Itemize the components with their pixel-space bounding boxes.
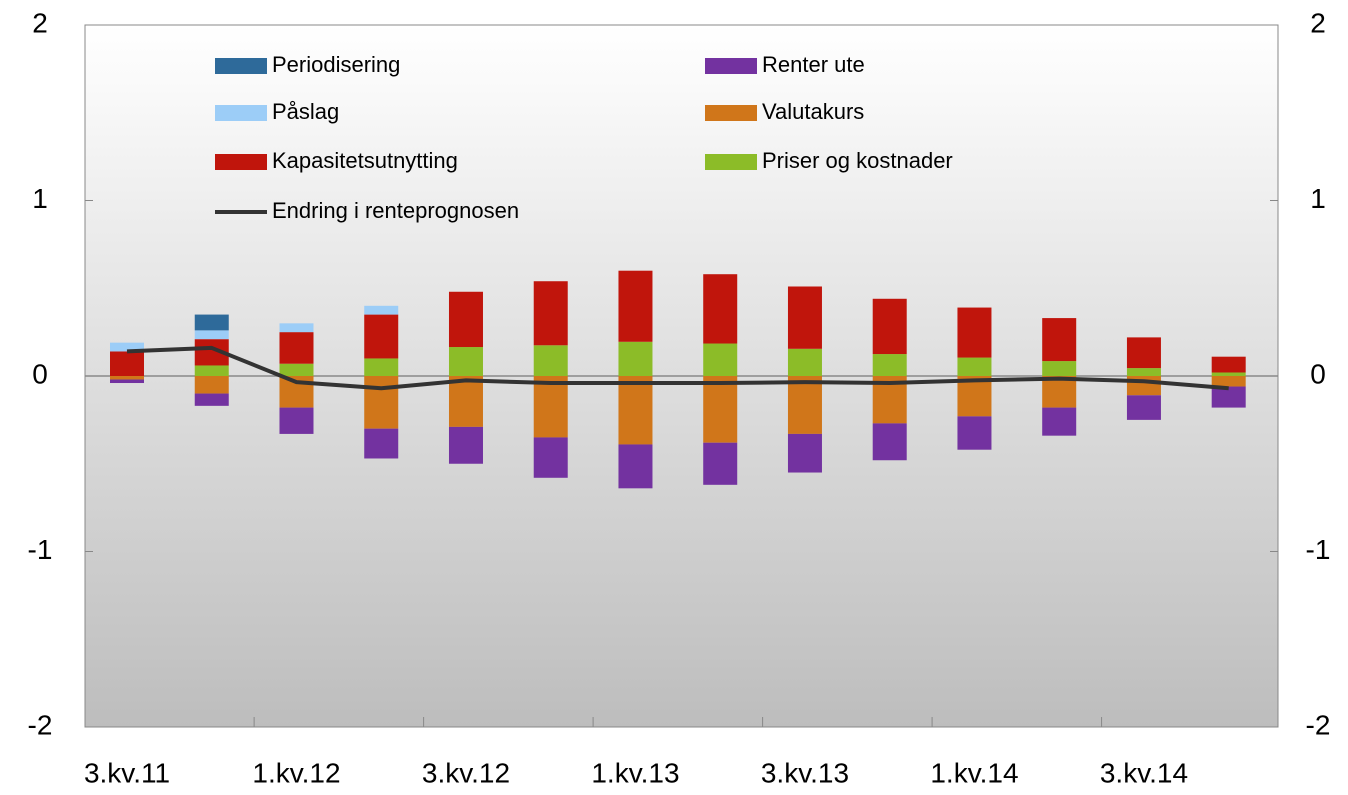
bar [872,298,907,355]
bar [279,363,314,376]
bar [110,379,144,384]
bar [110,351,144,376]
bar [872,423,907,461]
bar [1211,376,1246,387]
bar [957,307,992,358]
bar [364,305,399,315]
bar [787,286,822,349]
legend-label: Renter ute [762,52,865,77]
bar [787,348,822,376]
y-tick-label: -1 [28,534,53,565]
bar [618,376,653,445]
bar [957,357,992,376]
x-tick-label: 1.kv.12 [252,757,340,788]
bar [448,291,483,348]
y-tick-label: 1 [32,183,48,214]
bar [1042,407,1077,436]
bar [703,442,738,485]
bar [1211,356,1246,373]
bar [957,416,992,450]
x-tick-label: 3.kv.12 [422,757,510,788]
bar [448,376,483,427]
x-tick-label: 3.kv.13 [761,757,849,788]
bar [618,341,653,376]
bar [110,342,144,352]
bar [194,365,229,376]
y2-tick-label: -2 [1306,709,1331,740]
legend-label: Påslag [272,99,339,124]
bar [1211,372,1246,376]
bar [1211,386,1246,408]
bar [194,393,229,406]
x-tick-label: 3.kv.11 [84,757,170,788]
bar [1126,395,1161,420]
y-tick-label: 2 [32,7,48,38]
bar [872,354,907,376]
legend-swatch [215,154,267,170]
bar [787,433,822,473]
bar [279,407,314,434]
y2-tick-label: 2 [1310,7,1326,38]
y2-tick-label: -1 [1306,534,1331,565]
legend-label: Periodisering [272,52,400,77]
bar [1042,361,1077,376]
legend-swatch [705,58,757,74]
bar [703,376,738,443]
bar [618,444,653,489]
bar [194,330,229,340]
bar [787,376,822,434]
bar [279,323,314,333]
bar [364,314,399,359]
bar [703,343,738,376]
bar [533,376,568,438]
line [126,345,1229,391]
bar [1042,376,1077,408]
y-tick-label: -2 [28,709,53,740]
bar [110,376,144,380]
y2-tick-label: 1 [1310,183,1326,214]
bar [364,358,399,376]
x-tick-label: 1.kv.13 [591,757,679,788]
bar [703,274,738,344]
x-tick-label: 1.kv.14 [930,757,1018,788]
bar [364,428,399,459]
x-tick-label: 3.kv.14 [1100,757,1188,788]
bar [448,426,483,464]
legend-label: Kapasitetsutnytting [272,148,458,173]
y2-tick-label: 0 [1310,358,1326,389]
bar [279,332,314,364]
legend-swatch [705,154,757,170]
bar [448,347,483,376]
legend-label: Endring i renteprognosen [272,198,519,223]
bar [1042,318,1077,362]
bar [194,376,229,394]
bar [533,281,568,346]
y-tick-label: 0 [32,358,48,389]
legend-swatch [215,58,267,74]
bar [194,314,229,331]
legend-swatch [215,105,267,121]
bar [533,345,568,376]
bar [1126,337,1161,369]
bar [618,270,653,342]
bar [533,437,568,478]
legend-label: Valutakurs [762,99,864,124]
bar [364,376,399,429]
legend-swatch [705,105,757,121]
legend-label: Priser og kostnader [762,148,953,173]
bar [1126,368,1161,376]
